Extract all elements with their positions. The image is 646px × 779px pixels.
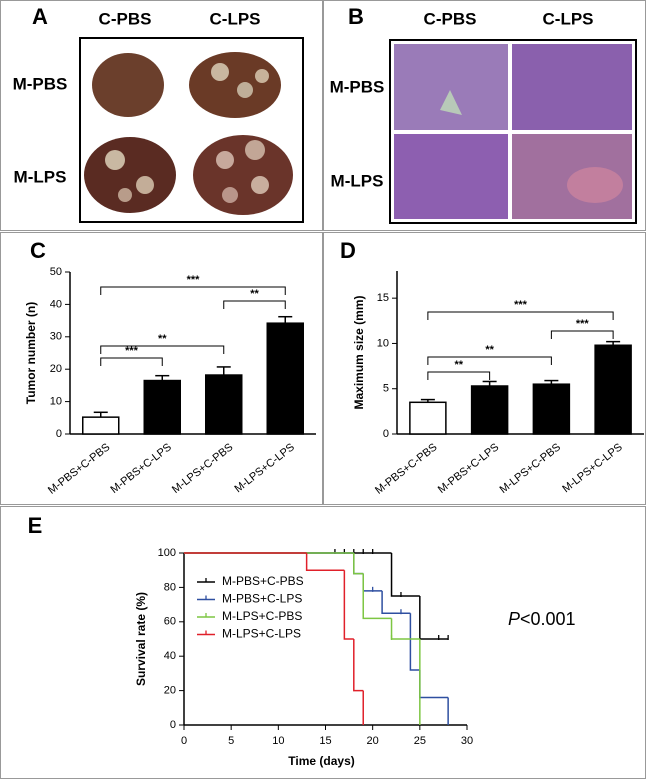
y-tick-label: 30: [50, 331, 62, 343]
x-axis-label: Time (days): [288, 754, 354, 768]
x-tick-label: 20: [367, 735, 379, 747]
column-label: C-PBS: [99, 9, 152, 28]
y-tick-label: 0: [56, 428, 62, 440]
frame-a: [0, 0, 323, 231]
survival-step: [419, 596, 449, 640]
y-tick-label: 100: [158, 547, 176, 559]
panel-label: C: [30, 238, 46, 263]
y-tick-label: 5: [383, 383, 389, 395]
row-label: M-PBS: [13, 74, 68, 93]
y-tick-label: 60: [164, 616, 176, 628]
survival-step: [409, 613, 420, 671]
survival-step: [381, 590, 411, 614]
significance-bracket: [427, 371, 491, 380]
survival-step: [390, 618, 420, 640]
row-label: M-LPS: [331, 171, 384, 190]
x-tick-label: M-PBS+C-LPS: [108, 441, 173, 496]
survival-step: [305, 553, 345, 571]
significance-bracket: [550, 330, 614, 339]
x-tick-label: M-LPS+C-LPS: [560, 441, 624, 495]
survival-step: [353, 553, 364, 575]
survival-step: [343, 570, 354, 640]
panel-label: D: [340, 238, 356, 263]
y-tick-label: 20: [164, 685, 176, 697]
survival-step: [362, 573, 392, 620]
x-tick-label: 0: [181, 735, 187, 747]
panel-label: A: [32, 4, 48, 29]
p-text: <0.001: [520, 609, 576, 629]
x-tick-label: M-PBS+C-PBS: [46, 441, 112, 497]
survival-step: [419, 669, 449, 699]
bar: [532, 383, 571, 435]
p-value: P<0.001: [508, 609, 576, 629]
y-tick-label: 0: [170, 719, 176, 731]
column-label: C-LPS: [210, 9, 261, 28]
bar: [143, 379, 181, 435]
survival-step: [353, 553, 364, 575]
bar: [409, 401, 447, 435]
x-tick-label: 25: [414, 735, 426, 747]
y-tick-label: 80: [164, 581, 176, 593]
bar: [266, 322, 304, 435]
x-tick-label: M-LPS+C-LPS: [232, 441, 296, 495]
x-tick-label: M-LPS+C-PBS: [170, 441, 235, 496]
significance-label: **: [158, 333, 167, 345]
x-tick-label: M-PBS+C-LPS: [436, 441, 501, 496]
legend-label: M-LPS+C-PBS: [222, 609, 302, 623]
column-label: C-LPS: [543, 9, 594, 28]
liver-photos: [84, 52, 293, 215]
y-axis-label: Maximum size (mm): [352, 295, 366, 409]
p-symbol: P: [508, 609, 520, 629]
x-tick-label: M-LPS+C-PBS: [498, 441, 563, 496]
significance-label: ***: [514, 299, 528, 311]
y-tick-label: 50: [50, 266, 62, 278]
y-tick-label: 10: [50, 396, 62, 408]
y-tick-label: 0: [383, 428, 389, 440]
y-tick-label: 20: [50, 363, 62, 375]
significance-label: **: [454, 359, 463, 371]
x-tick-label: 15: [319, 735, 331, 747]
row-label: M-PBS: [330, 77, 385, 96]
significance-label: ***: [125, 345, 139, 357]
bar: [82, 416, 120, 435]
panel-label: B: [348, 4, 364, 29]
bar: [205, 374, 243, 435]
significance-bracket: [223, 300, 286, 309]
significance-label: **: [485, 344, 494, 356]
bar: [594, 344, 632, 435]
legend-label: M-PBS+C-LPS: [222, 592, 302, 606]
y-axis-label: Tumor number (n): [24, 302, 38, 404]
significance-bracket: [427, 311, 614, 320]
significance-bracket: [427, 356, 552, 365]
x-tick-label: 30: [461, 735, 473, 747]
y-tick-label: 10: [377, 337, 389, 349]
row-label: M-LPS: [14, 167, 67, 186]
survival-step: [390, 553, 420, 597]
x-tick-label: 10: [272, 735, 284, 747]
panel-label: E: [28, 513, 43, 538]
bar: [470, 385, 509, 435]
histology-images: [394, 44, 632, 219]
legend-label: M-PBS+C-PBS: [222, 574, 304, 588]
significance-bracket: [100, 345, 225, 354]
x-tick-label: M-PBS+C-PBS: [373, 441, 439, 497]
significance-bracket: [100, 357, 163, 366]
x-tick-label: 5: [228, 735, 234, 747]
significance-label: ***: [576, 318, 590, 330]
y-tick-label: 40: [164, 650, 176, 662]
y-tick-label: 15: [377, 292, 389, 304]
significance-bracket: [100, 286, 286, 295]
significance-label: ***: [187, 274, 201, 286]
column-label: C-PBS: [424, 9, 477, 28]
y-tick-label: 40: [50, 298, 62, 310]
y-axis-label: Survival rate (%): [134, 592, 148, 686]
legend-label: M-LPS+C-LPS: [222, 627, 301, 641]
survival-step: [353, 639, 364, 692]
frame-c: [0, 232, 323, 505]
significance-label: **: [250, 288, 259, 300]
